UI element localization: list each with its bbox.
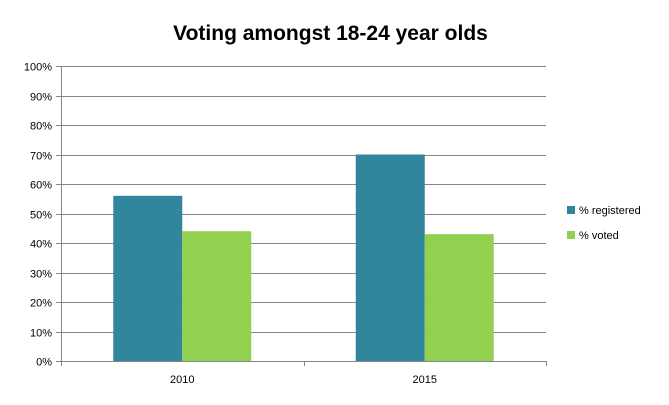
legend-swatch [567,231,575,239]
y-tick-label: 70% [30,151,52,163]
bar [355,154,425,361]
x-tick-label: 2010 [170,374,194,386]
y-tick-label: 30% [30,269,52,281]
legend-label: % registered [579,205,641,217]
y-tick-label: 60% [30,180,52,192]
bar [182,231,252,361]
y-tick-label: 50% [30,210,52,222]
y-tick-label: 80% [30,121,52,133]
legend-swatch [567,206,575,214]
bar [113,195,183,361]
bar [424,234,494,361]
y-tick-label: 10% [30,328,52,340]
y-tick-label: 20% [30,298,52,310]
y-tick-label: 40% [30,239,52,251]
chart-title: Voting amongst 18-24 year olds [173,22,488,45]
y-tick-label: 90% [30,92,52,104]
legend-label: % voted [579,230,619,242]
y-tick-label: 100% [24,62,52,74]
y-tick-label: 0% [36,357,52,369]
x-tick-label: 2015 [413,374,437,386]
